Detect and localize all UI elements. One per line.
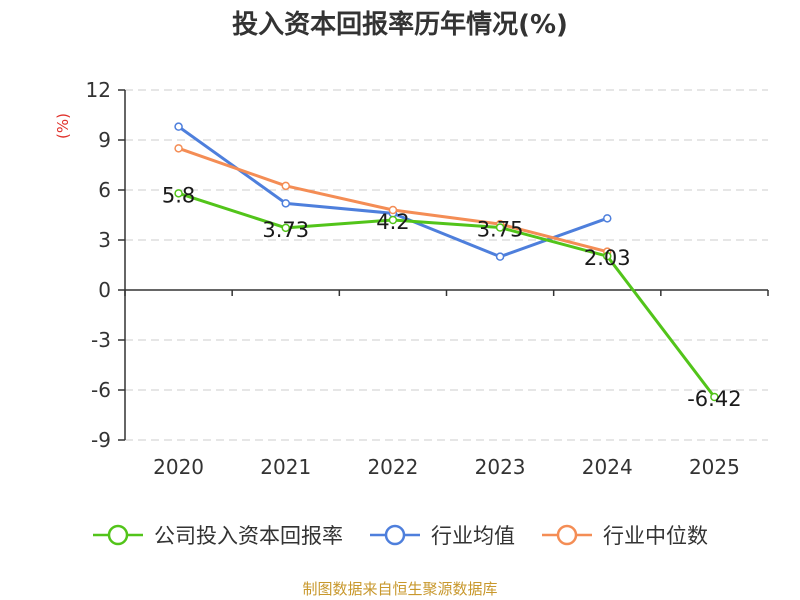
data-point	[603, 251, 612, 261]
data-label: 3.75	[477, 218, 524, 242]
data-point	[174, 122, 183, 131]
y-tick-label: 3	[98, 228, 111, 252]
grid-lines	[125, 89, 768, 441]
legend-swatch-marker	[384, 524, 406, 546]
legend-swatch-marker	[107, 524, 129, 546]
x-tick-label: 2025	[689, 455, 740, 479]
legend-label: 公司投入资本回报率	[154, 524, 343, 548]
data-point	[495, 223, 505, 232]
legend-label: 行业均值	[431, 524, 515, 548]
data-point	[388, 215, 398, 225]
data-point	[388, 205, 398, 215]
data-label: -6.42	[687, 387, 741, 411]
series-line	[178, 146, 608, 254]
legend-label: 行业中位数	[603, 524, 708, 548]
y-tick-label: 12	[86, 78, 111, 102]
y-axis-unit-label: (%)	[54, 113, 72, 139]
data-point	[603, 214, 612, 223]
chart-title: 投入资本回报率历年情况(%)	[232, 10, 568, 40]
x-tick-label: 2022	[367, 455, 418, 479]
data-label: 4.2	[376, 210, 409, 234]
series-points	[174, 122, 719, 402]
y-tick-labels: 12 9 6 3 0 -3 -6 -9	[86, 78, 111, 452]
legend-item[interactable]: 公司投入资本回报率	[92, 520, 343, 550]
data-label: 3.73	[262, 218, 309, 242]
data-point	[281, 199, 290, 208]
y-tick-label: -3	[91, 328, 111, 352]
data-labels: 5.8 3.73 4.2 3.75 2.03 -6.42	[162, 183, 742, 411]
data-point	[174, 189, 183, 198]
series-line	[177, 125, 608, 259]
x-tick-label: 2023	[475, 455, 526, 479]
x-tick-label: 2021	[260, 455, 311, 479]
y-tick-label: 0	[98, 278, 111, 302]
legend-swatch-marker	[556, 524, 578, 546]
x-tick-labels: 2020 2021 2022 2023 2024 2025	[153, 455, 740, 479]
data-point	[710, 392, 719, 402]
series-line	[178, 191, 716, 398]
x-tick-label: 2020	[153, 455, 204, 479]
x-tick-label: 2024	[582, 455, 633, 479]
y-tick-label: 6	[98, 178, 111, 202]
legend: 公司投入资本回报率 行业均值 行业中位数	[0, 520, 800, 550]
data-label: 5.8	[162, 183, 195, 207]
y-tick-label: -6	[91, 378, 111, 402]
y-tick-label: -9	[91, 428, 111, 452]
data-point	[281, 181, 290, 191]
source-note: 制图数据来自恒生聚源数据库	[302, 580, 498, 598]
legend-item[interactable]: 行业中位数	[541, 520, 708, 550]
data-point	[174, 144, 183, 153]
data-label: 2.03	[584, 246, 631, 270]
data-point	[281, 223, 290, 233]
legend-swatch-icon	[93, 524, 143, 546]
series-lines	[177, 125, 716, 398]
legend-item[interactable]: 行业均值	[369, 520, 515, 550]
axes	[118, 89, 769, 441]
y-tick-label: 9	[98, 128, 111, 152]
legend-swatch-icon	[370, 524, 420, 546]
legend-swatch-icon	[542, 524, 592, 546]
data-point	[495, 252, 505, 261]
